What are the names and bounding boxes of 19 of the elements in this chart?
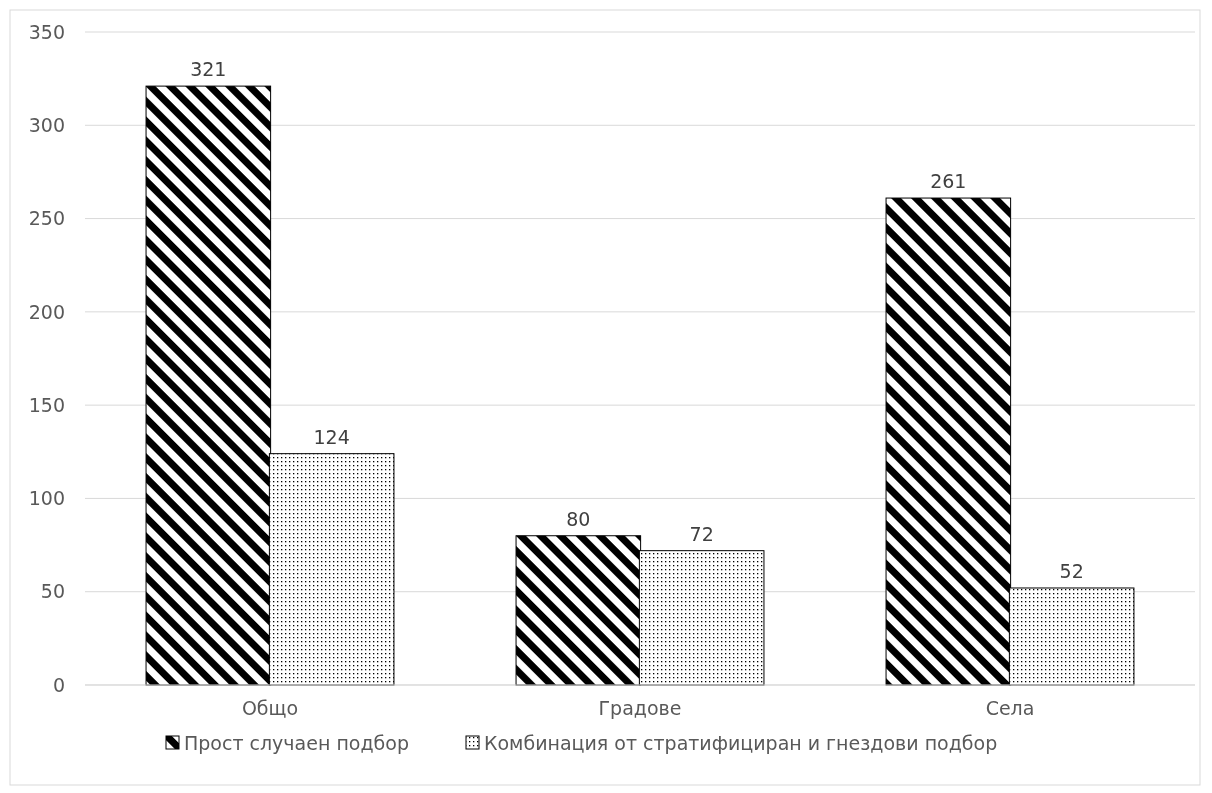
x-tick-label: Села <box>985 697 1035 719</box>
data-label: 72 <box>689 522 714 545</box>
data-label: 321 <box>190 58 227 81</box>
data-label: 261 <box>930 170 967 193</box>
y-tick-label: 50 <box>40 580 65 603</box>
data-label: 52 <box>1059 559 1084 582</box>
y-tick-label: 250 <box>28 207 65 230</box>
y-tick-label: 0 <box>52 673 65 696</box>
y-tick-label: 350 <box>28 20 65 43</box>
x-tick-label: Общо <box>241 697 299 719</box>
y-tick-label: 150 <box>28 393 65 416</box>
data-label: 80 <box>566 507 591 530</box>
y-tick-label: 300 <box>28 113 65 136</box>
legend-label: Прост случаен подбор <box>184 731 409 754</box>
y-tick-label: 100 <box>28 487 65 510</box>
data-label: 124 <box>313 425 350 448</box>
y-tick-label: 200 <box>28 300 65 323</box>
x-tick-label: Градове <box>598 697 682 719</box>
legend-label: Комбинация от стратифициран и гнездови подбор <box>484 731 998 754</box>
